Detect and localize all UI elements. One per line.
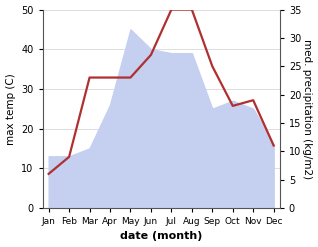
X-axis label: date (month): date (month): [120, 231, 202, 242]
Y-axis label: max temp (C): max temp (C): [5, 73, 16, 144]
Y-axis label: med. precipitation (kg/m2): med. precipitation (kg/m2): [302, 39, 313, 179]
